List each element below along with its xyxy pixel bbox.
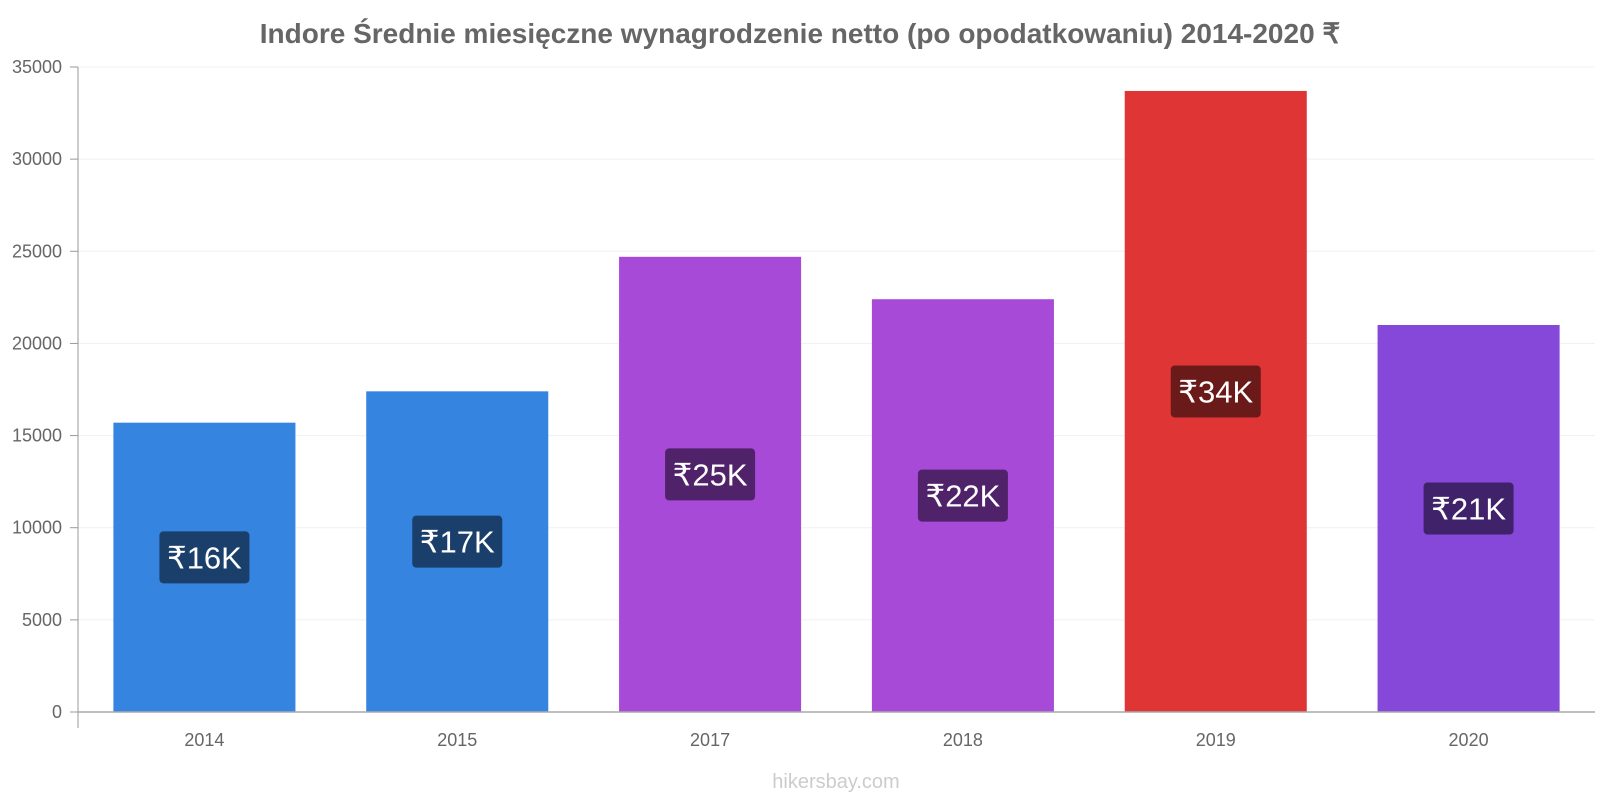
x-axis: 2014 2015 2017 2018 2019 2020 — [78, 711, 1595, 750]
x-tick-label: 2014 — [184, 730, 224, 750]
y-axis: 0 5000 10000 15000 20000 25000 30000 35000 — [12, 57, 79, 728]
bars: ₹16K ₹17K ₹25K ₹22K ₹34K ₹21K — [113, 90, 1560, 712]
value-label: ₹22K — [925, 479, 1000, 514]
y-tick-label: 30000 — [12, 149, 62, 169]
value-label-box — [1423, 482, 1514, 535]
x-tick-label: 2018 — [943, 730, 983, 750]
y-tick-label: 0 — [52, 702, 62, 722]
x-tick-label: 2015 — [437, 730, 477, 750]
gridlines — [78, 66, 1595, 621]
value-label: ₹16K — [167, 540, 242, 575]
value-label: ₹34K — [1178, 374, 1253, 409]
y-tick-label: 20000 — [12, 333, 62, 353]
x-tick-label: 2017 — [690, 730, 730, 750]
value-label-box — [665, 448, 756, 501]
y-tick-label: 15000 — [12, 426, 62, 446]
y-tick-label: 25000 — [12, 241, 62, 261]
value-label: ₹25K — [673, 457, 748, 492]
value-label: ₹17K — [420, 525, 495, 560]
y-tick-label: 5000 — [22, 610, 62, 630]
value-label-box — [412, 515, 503, 568]
value-label-box — [917, 469, 1008, 522]
value-label-box — [159, 531, 250, 584]
y-tick-label: 35000 — [12, 57, 62, 77]
x-tick-label: 2020 — [1449, 730, 1489, 750]
footer-watermark: hikersbay.com — [772, 771, 899, 793]
value-label-box — [1170, 365, 1261, 418]
x-tick-label: 2019 — [1196, 730, 1236, 750]
value-label: ₹21K — [1431, 492, 1506, 527]
y-tick-label: 10000 — [12, 518, 62, 538]
chart-title: Indore Średnie miesięczne wynagrodzenie … — [260, 18, 1341, 49]
